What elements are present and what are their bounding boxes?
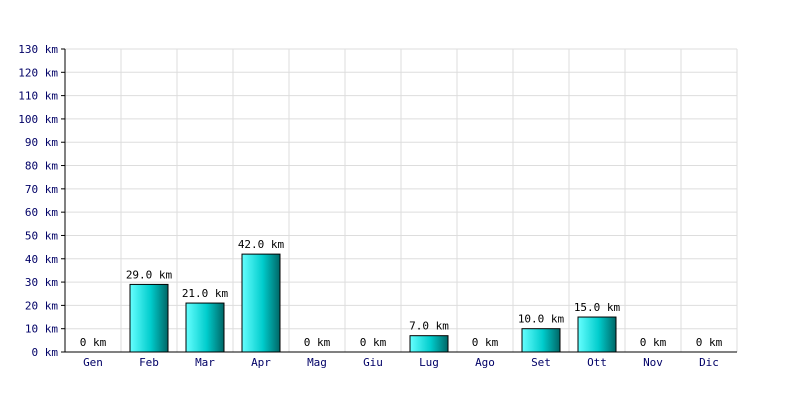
value-label: 15.0 km — [574, 301, 621, 314]
x-tick-labels: Gen Feb Mar Apr Mag Giu Lug Ago Set Ott Nov Dic — [83, 356, 719, 369]
value-label: 29.0 km — [126, 268, 173, 281]
x-tick-label: Lug — [419, 356, 439, 369]
value-label: 10.0 km — [518, 313, 565, 326]
y-tick-label: 40 km — [25, 253, 58, 266]
y-tick-label: 30 km — [25, 276, 58, 289]
x-tick-label: Ott — [587, 356, 607, 369]
x-tick-label: Dic — [699, 356, 719, 369]
y-tick-label: 50 km — [25, 229, 58, 242]
x-tick-label: Mar — [195, 356, 215, 369]
y-tick-label: 0 km — [32, 346, 59, 359]
value-label: 0 km — [80, 336, 107, 349]
bar-feb — [129, 283, 169, 353]
x-tick-label: Mag — [307, 356, 327, 369]
value-label: 0 km — [472, 336, 499, 349]
x-tick-label: Nov — [643, 356, 663, 369]
bar-ott — [577, 316, 617, 353]
value-label: 7.0 km — [409, 320, 449, 333]
value-labels: 0 km 29.0 km 21.0 km 42.0 km 0 km 0 km 7.0 km 0… — [80, 238, 723, 349]
bar-apr — [241, 253, 281, 353]
bar-lug — [409, 335, 449, 353]
y-tick-label: 70 km — [25, 183, 58, 196]
value-label: 21.0 km — [182, 287, 229, 300]
value-label: 42.0 km — [238, 238, 285, 251]
bar-set — [521, 328, 561, 353]
y-tick-label: 60 km — [25, 206, 58, 219]
x-tick-label: Giu — [363, 356, 383, 369]
y-tick-label: 80 km — [25, 160, 58, 173]
grid-lines — [65, 48, 738, 352]
x-tick-label: Gen — [83, 356, 103, 369]
value-label: 0 km — [360, 336, 387, 349]
x-tick-label: Set — [531, 356, 551, 369]
x-tick-label: Feb — [139, 356, 159, 369]
x-tick-label: Ago — [475, 356, 495, 369]
x-tick-label: Apr — [251, 356, 271, 369]
y-tick-label: 100 km — [18, 113, 58, 126]
bar-mar — [185, 302, 225, 353]
axes — [61, 48, 737, 353]
y-tick-label: 130 km — [18, 43, 58, 56]
value-label: 0 km — [696, 336, 723, 349]
value-label: 0 km — [640, 336, 667, 349]
y-tick-label: 120 km — [18, 66, 58, 79]
y-tick-label: 110 km — [18, 90, 58, 103]
y-tick-label: 10 km — [25, 323, 58, 336]
y-tick-label: 20 km — [25, 299, 58, 312]
y-tick-label: 90 km — [25, 136, 58, 149]
y-tick-labels: 0 km 10 km 20 km 30 km 40 km 50 km 60 km 70 km 8… — [18, 43, 58, 359]
value-label: 0 km — [304, 336, 331, 349]
